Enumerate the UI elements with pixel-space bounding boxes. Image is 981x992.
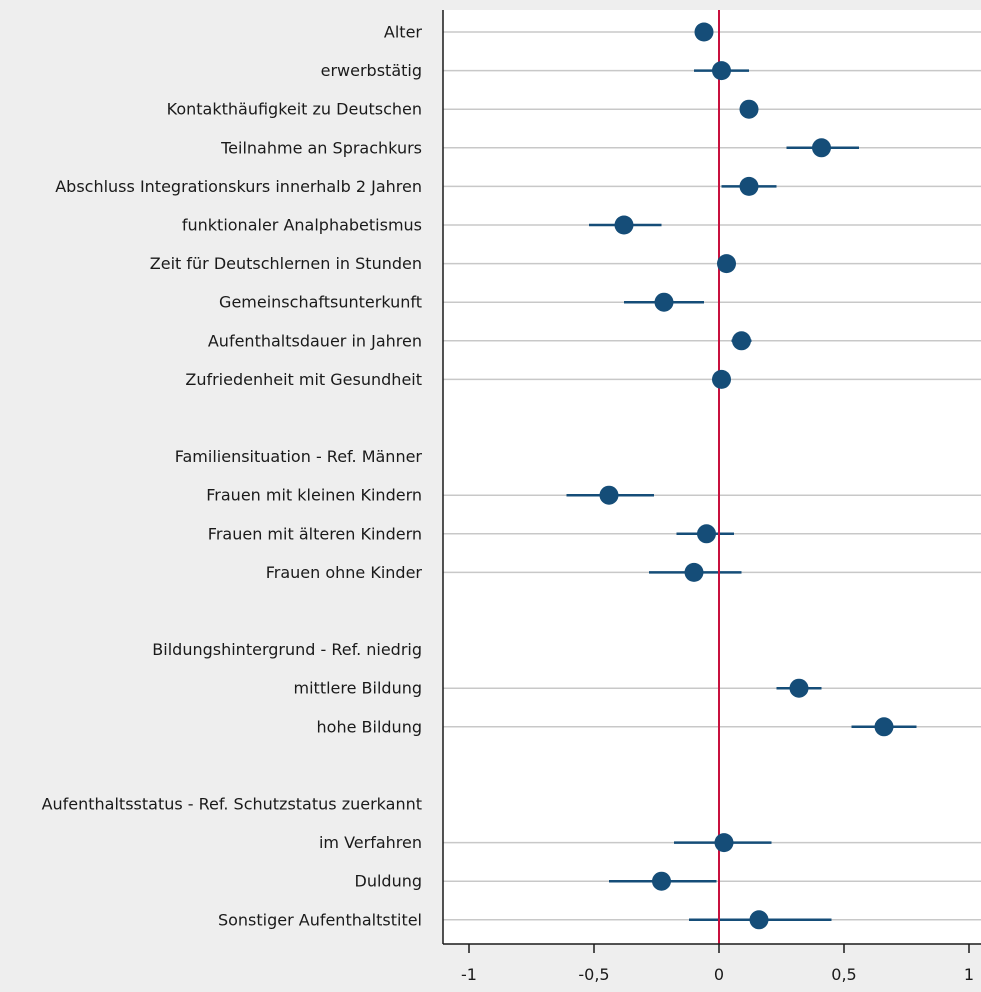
x-tick-label: 1 <box>964 965 974 984</box>
row-label: Alter <box>384 23 423 42</box>
row-label: Zufriedenheit mit Gesundheit <box>185 370 422 389</box>
x-tick-label: -0,5 <box>578 965 609 984</box>
row-label: Frauen mit kleinen Kindern <box>206 486 422 505</box>
row-label: Frauen mit älteren Kindern <box>208 524 422 543</box>
x-tick-label: 0,5 <box>831 965 856 984</box>
estimate-point <box>697 524 716 544</box>
x-axis: -1 -0,5 0 0,5 1 <box>442 10 981 984</box>
row-label: Kontakthäufigkeit zu Deutschen <box>167 100 422 119</box>
row-label: Bildungshintergrund - Ref. niedrig <box>152 640 422 659</box>
row-label: erwerbstätig <box>321 61 422 80</box>
estimate-point <box>599 485 619 505</box>
estimate-point <box>739 176 759 196</box>
estimate-point <box>614 215 634 235</box>
estimate-point <box>714 833 734 853</box>
row-label: Frauen ohne Kinder <box>266 563 423 582</box>
row-label: funktionaler Analphabetismus <box>182 216 422 235</box>
row-label: Familiensituation - Ref. Männer <box>175 447 423 466</box>
estimate-point <box>749 910 769 930</box>
row-label: Teilnahme an Sprachkurs <box>220 138 422 157</box>
estimate-point <box>712 61 731 81</box>
estimate-point <box>717 254 736 274</box>
estimate-point <box>684 562 704 582</box>
estimate-point <box>654 292 674 312</box>
row-label: Zeit für Deutschlernen in Stunden <box>150 254 422 273</box>
row-label: Abschluss Integrationskurs innerhalb 2 J… <box>55 177 422 196</box>
estimate-point <box>694 22 714 42</box>
x-tick-label: 0 <box>714 965 724 984</box>
estimate-point <box>789 678 809 698</box>
estimate-point <box>739 99 759 119</box>
row-label: hohe Bildung <box>317 717 422 736</box>
plot-area <box>443 10 981 944</box>
estimate-point <box>712 369 731 389</box>
row-labels: Alter erwerbstätig Kontakthäufigkeit zu De… <box>42 23 423 930</box>
row-label: Sonstiger Aufenthaltstitel <box>218 910 422 929</box>
estimate-point <box>812 138 831 158</box>
estimate-point <box>652 871 671 891</box>
row-label: Duldung <box>355 872 423 891</box>
row-label: im Verfahren <box>319 833 422 852</box>
estimate-point <box>732 331 751 351</box>
estimate-points <box>599 22 894 930</box>
row-label: mittlere Bildung <box>294 679 422 698</box>
row-label: Aufenthaltsstatus - Ref. Schutzstatus zu… <box>42 795 422 814</box>
row-label: Aufenthaltsdauer in Jahren <box>208 331 422 350</box>
row-label: Gemeinschaftsunterkunft <box>219 293 422 312</box>
x-tick-label: -1 <box>461 965 477 984</box>
estimate-point <box>874 717 894 737</box>
